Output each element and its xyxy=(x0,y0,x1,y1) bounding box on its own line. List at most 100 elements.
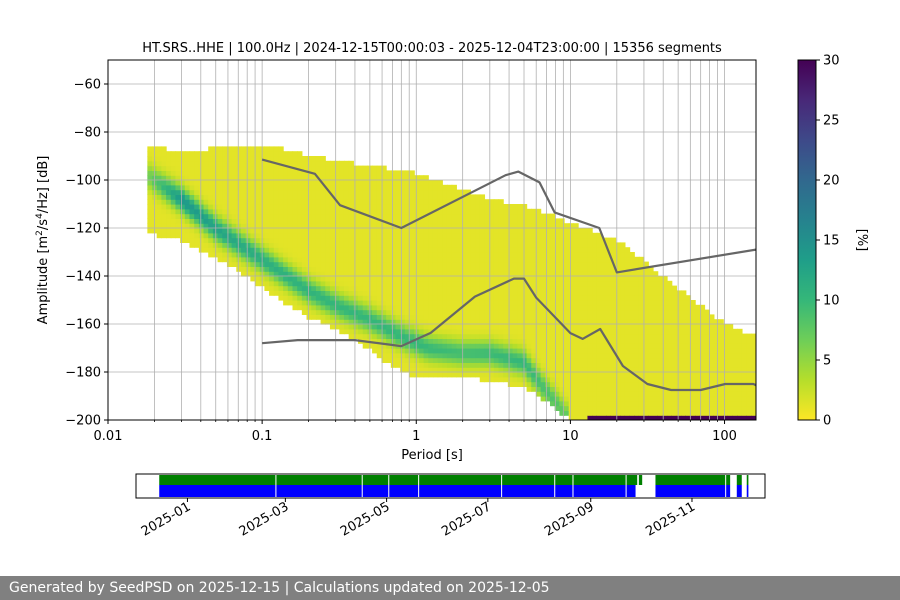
heatmap-cell xyxy=(301,180,308,186)
heatmap-cell xyxy=(638,271,645,277)
heatmap-cell xyxy=(446,261,453,267)
heatmap-cell xyxy=(418,189,425,195)
heatmap-cell xyxy=(432,300,439,306)
heatmap-cell xyxy=(184,223,191,229)
heatmap-cell xyxy=(180,160,186,167)
heatmap-cell xyxy=(353,324,359,330)
heatmap-cell xyxy=(376,175,383,181)
heatmap-cell xyxy=(348,247,354,253)
heatmap-cell xyxy=(465,237,471,243)
heatmap-cell xyxy=(568,338,574,344)
heatmap-cell xyxy=(203,228,209,234)
heatmap-cell xyxy=(390,252,397,258)
heatmap-cell xyxy=(166,228,172,234)
heatmap-cell xyxy=(479,343,486,349)
heatmap-cell xyxy=(395,276,401,282)
heatmap-cell xyxy=(386,328,392,335)
heatmap-cell xyxy=(638,256,645,263)
heatmap-cell xyxy=(297,218,303,224)
heatmap-cell xyxy=(311,165,317,171)
heatmap-cell xyxy=(498,357,504,363)
heatmap-cell xyxy=(236,247,242,253)
heatmap-cell xyxy=(240,213,247,219)
heatmap-cell xyxy=(718,324,724,330)
colorbar-tick-label: 30 xyxy=(823,54,840,69)
heatmap-cell xyxy=(512,357,518,363)
heatmap-cell xyxy=(653,280,659,287)
heatmap-cell xyxy=(465,189,471,195)
heatmap-cell xyxy=(250,160,256,167)
heatmap-cell xyxy=(390,348,397,354)
heatmap-cell xyxy=(526,242,532,248)
heatmap-cell xyxy=(531,372,537,378)
heatmap-cell xyxy=(222,160,228,167)
heatmap-cell xyxy=(273,242,280,248)
heatmap-cell xyxy=(184,184,191,191)
heatmap-cell xyxy=(653,386,659,392)
heatmap-cell xyxy=(493,343,500,349)
heatmap-cell xyxy=(493,256,500,263)
heatmap-cell xyxy=(489,223,495,229)
heatmap-cell xyxy=(592,410,598,416)
heatmap-cell xyxy=(535,261,542,267)
heatmap-cell xyxy=(545,319,551,325)
heatmap-cell xyxy=(638,319,645,325)
heatmap-cell xyxy=(596,242,603,248)
heatmap-cell xyxy=(456,271,462,277)
heatmap-cell xyxy=(634,348,640,354)
heatmap-cell xyxy=(535,348,542,354)
heatmap-cell xyxy=(334,319,340,325)
heatmap-cell xyxy=(381,348,387,354)
heatmap-cell xyxy=(624,309,631,315)
heatmap-cell xyxy=(203,189,209,195)
heatmap-cell xyxy=(315,309,322,315)
heatmap-cell xyxy=(278,146,284,152)
heatmap-cell xyxy=(587,352,593,359)
heatmap-cell xyxy=(531,367,537,373)
heatmap-cell xyxy=(517,367,523,373)
heatmap-cell xyxy=(166,208,172,215)
heatmap-cell xyxy=(325,261,331,267)
heatmap-cell xyxy=(278,285,284,291)
heatmap-cell xyxy=(629,352,635,359)
heatmap-cell xyxy=(578,386,584,392)
heatmap-cell xyxy=(320,218,326,224)
heatmap-cell xyxy=(531,362,537,368)
heatmap-cell xyxy=(503,237,509,243)
heatmap-cell xyxy=(493,204,500,210)
heatmap-cell xyxy=(461,261,467,267)
heatmap-cell xyxy=(507,232,514,239)
heatmap-cell xyxy=(653,381,659,387)
heatmap-cell xyxy=(606,357,612,363)
heatmap-cell xyxy=(348,300,354,306)
heatmap-cell xyxy=(521,362,528,368)
heatmap-cell xyxy=(681,304,687,311)
heatmap-cell xyxy=(404,247,411,253)
heatmap-cell xyxy=(709,314,715,320)
heatmap-cell xyxy=(601,372,607,378)
heatmap-cell xyxy=(456,223,462,229)
heatmap-cell xyxy=(409,343,415,349)
heatmap-cell xyxy=(250,204,256,210)
heatmap-cell xyxy=(250,213,256,219)
heatmap-cell xyxy=(596,357,603,363)
heatmap-cell xyxy=(484,199,490,205)
heatmap-cell xyxy=(634,300,640,306)
heatmap-cell xyxy=(358,184,364,191)
heatmap-cell xyxy=(578,271,584,277)
heatmap-cell xyxy=(451,324,457,330)
heatmap-cell xyxy=(451,266,457,272)
heatmap-cell xyxy=(582,415,589,420)
heatmap-cell xyxy=(264,237,270,243)
heatmap-cell xyxy=(283,184,289,191)
heatmap-cell xyxy=(414,276,420,282)
y-tick-label: −160 xyxy=(65,318,101,333)
heatmap-cell xyxy=(484,204,490,210)
heatmap-cell xyxy=(395,290,401,296)
heatmap-cell xyxy=(540,218,546,224)
heatmap-cell xyxy=(390,304,397,311)
heatmap-cell xyxy=(681,391,687,397)
heatmap-cell xyxy=(409,280,415,287)
heatmap-cell xyxy=(517,237,523,243)
heatmap-cell xyxy=(596,266,603,272)
